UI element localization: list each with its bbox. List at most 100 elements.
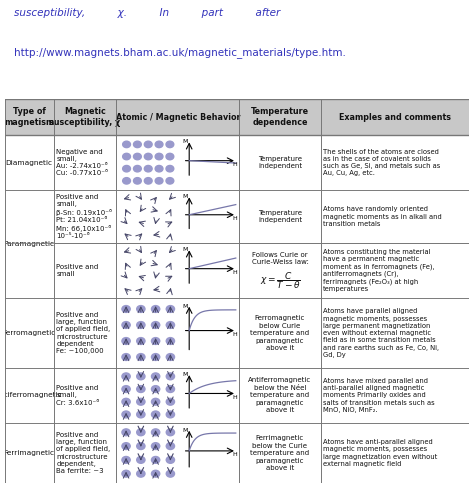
Circle shape	[122, 470, 130, 477]
Text: Positive and
small,
β-Sn: 0.19x10⁻⁶
Pt: 21.04x10⁻⁶
Mn: 66,10x10⁻⁶
10⁻⁵-10⁻⁶: Positive and small, β-Sn: 0.19x10⁻⁶ Pt: …	[56, 194, 112, 239]
Circle shape	[122, 411, 130, 418]
Bar	[320, 298, 469, 368]
Circle shape	[144, 141, 152, 148]
Text: H: H	[232, 452, 237, 457]
Text: Examples and comments: Examples and comments	[339, 113, 451, 122]
Text: H: H	[232, 270, 237, 275]
Bar	[116, 423, 239, 483]
Text: M: M	[182, 195, 188, 199]
Text: http://www.magnets.bham.ac.uk/magnetic_materials/type.htm.: http://www.magnets.bham.ac.uk/magnetic_m…	[14, 47, 346, 58]
Text: H: H	[232, 395, 237, 399]
Bar	[5, 135, 54, 190]
Circle shape	[166, 178, 174, 184]
Circle shape	[152, 429, 160, 436]
Bar	[54, 190, 116, 243]
Text: Positive and
large, function
of applied field,
microstructure
dependent
Fe: ~100: Positive and large, function of applied …	[56, 312, 110, 354]
Bar	[320, 190, 469, 243]
Bar	[54, 423, 116, 483]
Text: susceptibility,          χ.          In          part          after: susceptibility, χ. In part after	[14, 8, 280, 18]
Text: The shells of the atoms are closed
as in the case of covalent solids
such as Ge,: The shells of the atoms are closed as in…	[323, 149, 440, 176]
Circle shape	[137, 306, 145, 313]
Text: Atoms have anti-parallel aligned
magnetic moments, possesses
large magnetization: Atoms have anti-parallel aligned magneti…	[323, 439, 437, 467]
Circle shape	[137, 398, 145, 405]
Bar	[54, 298, 116, 368]
Circle shape	[137, 411, 145, 418]
Bar	[5, 135, 54, 190]
Text: Atoms have parallel aligned
magnetic moments, possesses
large permanent magnetiz: Atoms have parallel aligned magnetic mom…	[323, 308, 439, 358]
Bar	[320, 135, 469, 190]
Circle shape	[123, 153, 130, 160]
Circle shape	[137, 456, 145, 463]
Bar	[5, 243, 54, 298]
Circle shape	[166, 385, 174, 393]
Bar	[116, 243, 239, 298]
Circle shape	[152, 385, 160, 393]
Circle shape	[134, 153, 141, 160]
Bar	[239, 243, 320, 298]
Circle shape	[122, 456, 130, 463]
Bar	[320, 243, 469, 298]
Circle shape	[166, 166, 174, 172]
Bar	[116, 135, 239, 190]
Bar	[239, 298, 320, 368]
Circle shape	[137, 470, 145, 477]
Bar	[5, 368, 54, 423]
Circle shape	[166, 456, 174, 463]
Text: Positive and
small,
Cr: 3.6x10⁻⁶: Positive and small, Cr: 3.6x10⁻⁶	[56, 385, 100, 406]
Bar	[320, 298, 469, 368]
Text: Positive and
large, function
of applied field,
microstructure
dependent,
Ba ferr: Positive and large, function of applied …	[56, 432, 110, 474]
Circle shape	[166, 398, 174, 405]
Circle shape	[123, 166, 130, 172]
Bar	[116, 135, 239, 190]
Bar	[54, 243, 116, 298]
Text: M: M	[182, 372, 188, 377]
Text: Ferrimagnetic: Ferrimagnetic	[4, 450, 55, 456]
Bar	[54, 190, 116, 243]
Text: $\chi = \dfrac{C}{T - \theta}$: $\chi = \dfrac{C}{T - \theta}$	[260, 270, 301, 291]
Bar	[5, 190, 54, 243]
Bar	[116, 298, 239, 368]
Circle shape	[166, 470, 174, 477]
Bar	[239, 99, 320, 135]
Text: H: H	[232, 332, 237, 337]
Text: Antiferromagnetic: Antiferromagnetic	[0, 392, 63, 398]
Circle shape	[137, 443, 145, 450]
Bar	[5, 99, 54, 135]
Circle shape	[166, 338, 174, 344]
Circle shape	[166, 411, 174, 418]
Text: Atoms constituting the material
have a permanent magnetic
moment as in ferromagn: Atoms constituting the material have a p…	[323, 249, 435, 293]
Circle shape	[134, 178, 141, 184]
Text: Atoms have randomly oriented
magnetic moments as in alkali and
transition metals: Atoms have randomly oriented magnetic mo…	[323, 206, 442, 227]
Circle shape	[152, 456, 160, 463]
Bar	[239, 135, 320, 190]
Circle shape	[166, 306, 174, 313]
Circle shape	[123, 141, 130, 148]
Text: Positive and
small: Positive and small	[56, 264, 99, 277]
Text: M: M	[182, 140, 188, 144]
Text: H: H	[232, 216, 237, 221]
Text: Paramagnetic: Paramagnetic	[4, 241, 55, 247]
Circle shape	[166, 153, 174, 160]
Circle shape	[155, 141, 163, 148]
Bar	[239, 190, 320, 243]
Bar	[54, 135, 116, 190]
Circle shape	[166, 322, 174, 328]
Circle shape	[152, 373, 160, 380]
Text: M: M	[182, 428, 188, 433]
Bar	[116, 423, 239, 483]
Bar	[54, 243, 116, 298]
Circle shape	[122, 443, 130, 450]
Circle shape	[144, 178, 152, 184]
Bar	[239, 298, 320, 368]
Circle shape	[122, 322, 130, 328]
Circle shape	[155, 153, 163, 160]
Circle shape	[134, 166, 141, 172]
Bar	[5, 298, 54, 368]
Circle shape	[152, 398, 160, 405]
Circle shape	[137, 338, 145, 344]
Circle shape	[166, 373, 174, 380]
Bar	[116, 368, 239, 423]
Circle shape	[166, 429, 174, 436]
Text: H: H	[232, 162, 237, 167]
Bar	[320, 243, 469, 298]
